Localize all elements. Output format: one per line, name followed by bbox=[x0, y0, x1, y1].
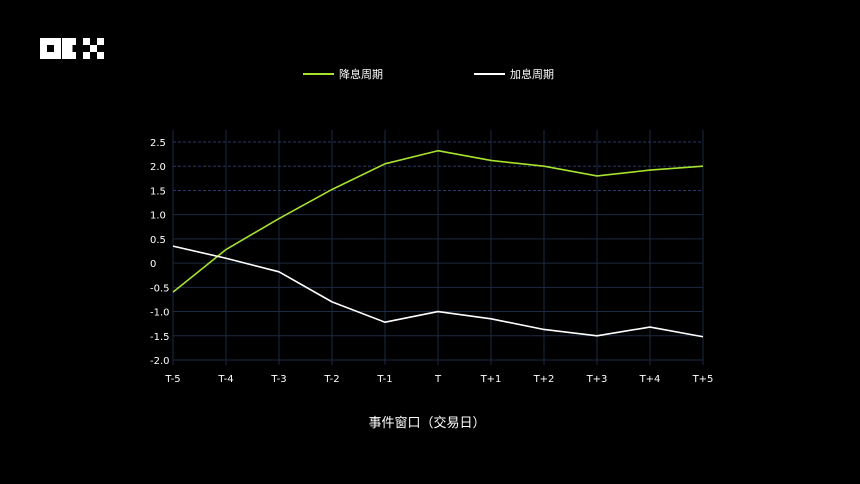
logo-block bbox=[69, 52, 76, 59]
y-tick-label: -0.5 bbox=[150, 283, 170, 294]
chart-grid bbox=[172, 130, 704, 365]
y-tick-label: 1.5 bbox=[150, 186, 166, 197]
x-tick-label: T-3 bbox=[270, 374, 286, 385]
x-tick-label: T+1 bbox=[480, 374, 502, 385]
y-axis-ticks: 2.5 2.0 1.5 1.0 0.5 0 -0.5 -1.0 -1.5 -2.0 bbox=[150, 138, 170, 367]
x-tick-label: T-2 bbox=[323, 374, 339, 385]
logo-block bbox=[97, 38, 104, 45]
y-tick-label: -1.5 bbox=[150, 332, 170, 343]
series-line-0 bbox=[172, 149, 704, 293]
series-line-1 bbox=[172, 245, 704, 338]
chart-series bbox=[172, 149, 704, 338]
x-tick-label: T+3 bbox=[586, 374, 608, 385]
logo-block bbox=[54, 45, 61, 52]
y-tick-label: -2.0 bbox=[150, 356, 170, 367]
logo-block bbox=[47, 52, 54, 59]
legend-label: 加息周期 bbox=[510, 67, 554, 81]
logo-block bbox=[54, 52, 61, 59]
y-tick-label: 2.5 bbox=[150, 138, 166, 149]
legend-label: 降息周期 bbox=[339, 67, 383, 81]
y-tick-label: 0 bbox=[150, 259, 156, 270]
x-axis-ticks: T-5 T-4 T-3 T-2 T-1 T T+1 T+2 T+3 T+4 T+5 bbox=[164, 374, 713, 385]
x-tick-label: T bbox=[434, 374, 442, 385]
y-tick-label: 2.0 bbox=[150, 162, 166, 173]
x-tick-label: T-5 bbox=[164, 374, 180, 385]
x-tick-label: T+5 bbox=[692, 374, 714, 385]
logo-block bbox=[65, 45, 73, 52]
y-tick-label: 1.0 bbox=[150, 211, 166, 222]
logo-block bbox=[40, 45, 47, 52]
chart-legend: 降息周期 加息周期 bbox=[303, 67, 554, 81]
y-tick-label: 0.5 bbox=[150, 235, 166, 246]
logo-block bbox=[69, 38, 76, 45]
logo-block bbox=[90, 45, 97, 52]
logo-block bbox=[54, 38, 61, 45]
logo-block bbox=[62, 52, 69, 59]
x-tick-label: T+2 bbox=[533, 374, 555, 385]
logo-block bbox=[47, 38, 54, 45]
logo-block bbox=[40, 52, 47, 59]
logo-block bbox=[97, 52, 104, 59]
logo-block bbox=[62, 38, 69, 45]
x-tick-label: T-1 bbox=[376, 374, 392, 385]
logo-block bbox=[83, 38, 90, 45]
okx-logo bbox=[40, 38, 104, 59]
logo-block bbox=[40, 38, 47, 45]
y-tick-label: -1.0 bbox=[150, 308, 170, 319]
x-tick-label: T+4 bbox=[639, 374, 661, 385]
x-axis-label: 事件窗口（交易日） bbox=[368, 415, 485, 431]
logo-block bbox=[83, 52, 90, 59]
x-tick-label: T-4 bbox=[217, 374, 233, 385]
